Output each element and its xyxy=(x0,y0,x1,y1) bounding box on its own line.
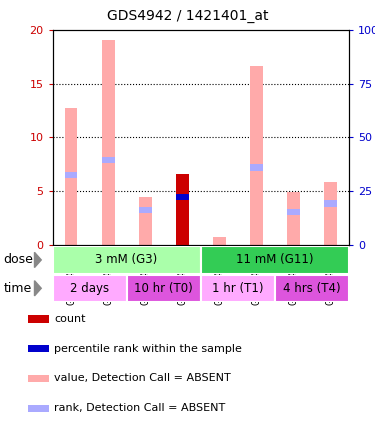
Text: count: count xyxy=(54,314,86,324)
Text: rank, Detection Call = ABSENT: rank, Detection Call = ABSENT xyxy=(54,403,226,413)
Bar xyxy=(102,41,114,245)
Bar xyxy=(213,237,226,245)
Text: 2 days: 2 days xyxy=(70,282,109,295)
Bar xyxy=(201,246,349,274)
Bar xyxy=(28,375,49,382)
Text: percentile rank within the sample: percentile rank within the sample xyxy=(54,344,242,354)
Bar xyxy=(64,172,78,179)
Bar xyxy=(201,275,274,302)
Bar xyxy=(139,206,152,213)
Bar xyxy=(250,66,262,245)
Bar xyxy=(287,209,300,215)
Bar xyxy=(102,157,114,163)
Bar xyxy=(274,275,349,302)
Text: 10 hr (T0): 10 hr (T0) xyxy=(134,282,193,295)
Bar xyxy=(324,200,337,206)
Bar xyxy=(126,275,201,302)
Text: 1 hr (T1): 1 hr (T1) xyxy=(212,282,263,295)
Bar xyxy=(53,246,201,274)
Bar xyxy=(176,174,189,245)
Text: 4 hrs (T4): 4 hrs (T4) xyxy=(283,282,340,295)
Bar xyxy=(28,404,49,412)
Bar xyxy=(139,197,152,245)
Bar xyxy=(64,108,78,245)
Text: value, Detection Call = ABSENT: value, Detection Call = ABSENT xyxy=(54,374,231,383)
Text: 11 mM (G11): 11 mM (G11) xyxy=(236,253,314,266)
Text: dose: dose xyxy=(4,253,34,266)
Text: 3 mM (G3): 3 mM (G3) xyxy=(95,253,158,266)
Bar xyxy=(324,182,337,245)
Bar xyxy=(28,345,49,352)
Text: GDS4942 / 1421401_at: GDS4942 / 1421401_at xyxy=(107,9,268,23)
Bar xyxy=(176,194,189,200)
Text: time: time xyxy=(4,282,32,295)
Bar xyxy=(28,316,49,323)
Bar xyxy=(250,165,262,171)
Bar xyxy=(287,192,300,245)
Bar xyxy=(53,275,126,302)
